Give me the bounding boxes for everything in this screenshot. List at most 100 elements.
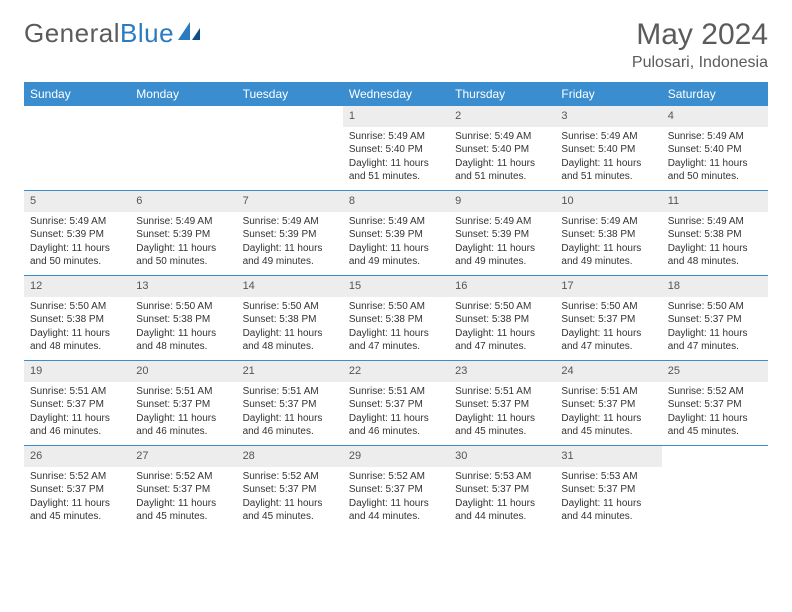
sunrise-text: Sunrise: 5:50 AM bbox=[668, 300, 762, 314]
sunset-text: Sunset: 5:37 PM bbox=[561, 313, 655, 327]
sunset-text: Sunset: 5:37 PM bbox=[30, 483, 124, 497]
sunset-text: Sunset: 5:39 PM bbox=[136, 228, 230, 242]
calendar-cell: 14 Sunrise: 5:50 AMSunset: 5:38 PMDayligh… bbox=[237, 275, 343, 360]
day-number: 11 bbox=[662, 191, 768, 212]
calendar-cell: 6Sunrise: 5:49 AMSunset: 5:39 PMDaylight… bbox=[130, 190, 236, 275]
sunrise-text: Sunrise: 5:50 AM bbox=[349, 300, 443, 314]
daylight-text: Daylight: 11 hours and 50 minutes. bbox=[136, 242, 230, 269]
sunset-text: Sunset: 5:40 PM bbox=[455, 143, 549, 157]
day-number: 20 bbox=[130, 361, 236, 382]
day-number: 13 bbox=[130, 276, 236, 297]
calendar-cell: 19Sunrise: 5:51 AMSunset: 5:37 PMDayligh… bbox=[24, 360, 130, 445]
calendar-cell: 31Sunrise: 5:53 AMSunset: 5:37 PMDayligh… bbox=[555, 445, 661, 530]
day-info: Sunrise: 5:49 AMSunset: 5:40 PMDaylight:… bbox=[555, 130, 661, 184]
weekday-fri: Friday bbox=[555, 83, 661, 105]
day-number: 14 bbox=[237, 276, 343, 297]
daylight-text: Daylight: 11 hours and 48 minutes. bbox=[30, 327, 124, 354]
sunset-text: Sunset: 5:37 PM bbox=[30, 398, 124, 412]
sunset-text: Sunset: 5:37 PM bbox=[561, 483, 655, 497]
daylight-text: Daylight: 11 hours and 44 minutes. bbox=[349, 497, 443, 524]
sunrise-text: Sunrise: 5:49 AM bbox=[349, 130, 443, 144]
sunrise-text: Sunrise: 5:49 AM bbox=[668, 130, 762, 144]
sunset-text: Sunset: 5:37 PM bbox=[243, 483, 337, 497]
day-info: Sunrise: 5:50 AMSunset: 5:38 PMDaylight:… bbox=[130, 300, 236, 354]
daylight-text: Daylight: 11 hours and 49 minutes. bbox=[455, 242, 549, 269]
day-number: 4 bbox=[662, 106, 768, 127]
day-info: Sunrise: 5:53 AMSunset: 5:37 PMDaylight:… bbox=[449, 470, 555, 524]
day-info: Sunrise: 5:49 AMSunset: 5:40 PMDaylight:… bbox=[343, 130, 449, 184]
calendar-cell: 23Sunrise: 5:51 AMSunset: 5:37 PMDayligh… bbox=[449, 360, 555, 445]
daylight-text: Daylight: 11 hours and 47 minutes. bbox=[455, 327, 549, 354]
day-number: 12 bbox=[24, 276, 130, 297]
daylight-text: Daylight: 11 hours and 48 minutes. bbox=[668, 242, 762, 269]
calendar-cell: 26Sunrise: 5:52 AMSunset: 5:37 PMDayligh… bbox=[24, 445, 130, 530]
day-info: Sunrise: 5:49 AMSunset: 5:40 PMDaylight:… bbox=[662, 130, 768, 184]
sunrise-text: Sunrise: 5:52 AM bbox=[668, 385, 762, 399]
calendar-cell: 12Sunrise: 5:50 AMSunset: 5:38 PMDayligh… bbox=[24, 275, 130, 360]
sunrise-text: Sunrise: 5:49 AM bbox=[668, 215, 762, 229]
sunrise-text: Sunrise: 5:50 AM bbox=[561, 300, 655, 314]
sunrise-text: Sunrise: 5:51 AM bbox=[243, 385, 337, 399]
calendar-cell: 22Sunrise: 5:51 AMSunset: 5:37 PMDayligh… bbox=[343, 360, 449, 445]
sunset-text: Sunset: 5:39 PM bbox=[243, 228, 337, 242]
calendar-cell: 7Sunrise: 5:49 AMSunset: 5:39 PMDaylight… bbox=[237, 190, 343, 275]
calendar-cell: 25Sunrise: 5:52 AMSunset: 5:37 PMDayligh… bbox=[662, 360, 768, 445]
day-info: Sunrise: 5:49 AMSunset: 5:40 PMDaylight:… bbox=[449, 130, 555, 184]
day-number: 6 bbox=[130, 191, 236, 212]
daylight-text: Daylight: 11 hours and 44 minutes. bbox=[455, 497, 549, 524]
sunrise-text: Sunrise: 5:49 AM bbox=[455, 215, 549, 229]
day-info: Sunrise: 5:49 AMSunset: 5:39 PMDaylight:… bbox=[449, 215, 555, 269]
daylight-text: Daylight: 11 hours and 48 minutes. bbox=[243, 327, 337, 354]
brand-name-1: General bbox=[24, 18, 120, 49]
day-number: 18 bbox=[662, 276, 768, 297]
sunset-text: Sunset: 5:38 PM bbox=[561, 228, 655, 242]
sunrise-text: Sunrise: 5:53 AM bbox=[561, 470, 655, 484]
day-info: Sunrise: 5:50 AMSunset: 5:38 PMDaylight:… bbox=[237, 300, 343, 354]
sunrise-text: Sunrise: 5:51 AM bbox=[30, 385, 124, 399]
sunrise-text: Sunrise: 5:50 AM bbox=[243, 300, 337, 314]
calendar-cell: 2Sunrise: 5:49 AMSunset: 5:40 PMDaylight… bbox=[449, 105, 555, 190]
sail-icon bbox=[176, 18, 202, 49]
sunset-text: Sunset: 5:37 PM bbox=[136, 483, 230, 497]
sunset-text: Sunset: 5:39 PM bbox=[455, 228, 549, 242]
day-info: Sunrise: 5:51 AMSunset: 5:37 PMDaylight:… bbox=[130, 385, 236, 439]
day-info: Sunrise: 5:52 AMSunset: 5:37 PMDaylight:… bbox=[662, 385, 768, 439]
sunset-text: Sunset: 5:37 PM bbox=[668, 398, 762, 412]
daylight-text: Daylight: 11 hours and 44 minutes. bbox=[561, 497, 655, 524]
calendar-cell: 17Sunrise: 5:50 AMSunset: 5:37 PMDayligh… bbox=[555, 275, 661, 360]
day-number: 5 bbox=[24, 191, 130, 212]
sunrise-text: Sunrise: 5:52 AM bbox=[349, 470, 443, 484]
daylight-text: Daylight: 11 hours and 51 minutes. bbox=[561, 157, 655, 184]
sunrise-text: Sunrise: 5:51 AM bbox=[349, 385, 443, 399]
day-info: Sunrise: 5:49 AMSunset: 5:39 PMDaylight:… bbox=[343, 215, 449, 269]
day-number: 27 bbox=[130, 446, 236, 467]
calendar-cell: 24Sunrise: 5:51 AMSunset: 5:37 PMDayligh… bbox=[555, 360, 661, 445]
calendar-cell: 16Sunrise: 5:50 AMSunset: 5:38 PMDayligh… bbox=[449, 275, 555, 360]
calendar-cell: 4 Sunrise: 5:49 AMSunset: 5:40 PMDaylight… bbox=[662, 105, 768, 190]
daylight-text: Daylight: 11 hours and 45 minutes. bbox=[668, 412, 762, 439]
day-info: Sunrise: 5:49 AMSunset: 5:39 PMDaylight:… bbox=[237, 215, 343, 269]
sunrise-text: Sunrise: 5:53 AM bbox=[455, 470, 549, 484]
day-info: Sunrise: 5:53 AMSunset: 5:37 PMDaylight:… bbox=[555, 470, 661, 524]
sunset-text: Sunset: 5:40 PM bbox=[668, 143, 762, 157]
daylight-text: Daylight: 11 hours and 45 minutes. bbox=[136, 497, 230, 524]
calendar-cell: 28Sunrise: 5:52 AMSunset: 5:37 PMDayligh… bbox=[237, 445, 343, 530]
weekday-mon: Monday bbox=[130, 83, 236, 105]
daylight-text: Daylight: 11 hours and 49 minutes. bbox=[561, 242, 655, 269]
sunset-text: Sunset: 5:37 PM bbox=[349, 398, 443, 412]
calendar-cell: 15Sunrise: 5:50 AMSunset: 5:38 PMDayligh… bbox=[343, 275, 449, 360]
day-info: Sunrise: 5:51 AMSunset: 5:37 PMDaylight:… bbox=[24, 385, 130, 439]
day-number: 29 bbox=[343, 446, 449, 467]
sunset-text: Sunset: 5:37 PM bbox=[349, 483, 443, 497]
sunset-text: Sunset: 5:38 PM bbox=[349, 313, 443, 327]
sunrise-text: Sunrise: 5:51 AM bbox=[561, 385, 655, 399]
day-number: 17 bbox=[555, 276, 661, 297]
weekday-sat: Saturday bbox=[662, 83, 768, 105]
sunset-text: Sunset: 5:39 PM bbox=[30, 228, 124, 242]
calendar-cell-empty: . bbox=[130, 105, 236, 190]
sunset-text: Sunset: 5:38 PM bbox=[30, 313, 124, 327]
sunrise-text: Sunrise: 5:49 AM bbox=[561, 130, 655, 144]
day-number: 16 bbox=[449, 276, 555, 297]
location-label: Pulosari, Indonesia bbox=[632, 54, 768, 72]
weekday-header: Sunday Monday Tuesday Wednesday Thursday… bbox=[24, 82, 768, 105]
